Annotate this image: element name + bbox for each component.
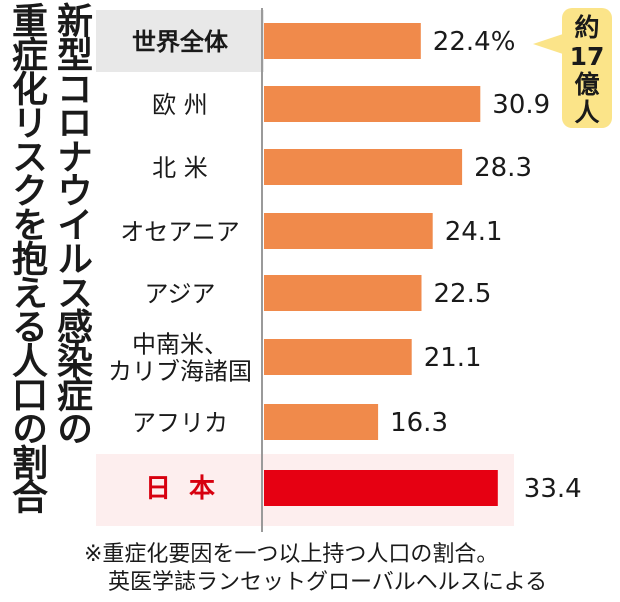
value-label-5: 21.1 (424, 343, 482, 373)
value-label-6: 16.3 (390, 408, 448, 438)
callout-box (562, 8, 612, 128)
callout-text-3: 億 (574, 70, 599, 99)
category-label-5: 中南米、カリブ海諸国 (108, 331, 252, 386)
bar-5 (264, 339, 412, 375)
callout-pointer (533, 34, 563, 54)
bar-2 (264, 149, 463, 185)
value-label-3: 24.1 (445, 217, 503, 247)
bar-7 (264, 470, 498, 506)
value-label-4: 22.5 (434, 279, 492, 309)
chart-title-line-1: 新型コロナウイルス感染症の (51, 2, 92, 444)
world-label-background (96, 10, 264, 72)
bar-1 (264, 86, 481, 122)
category-label-2: 北 米 (152, 154, 208, 182)
value-label-7: 33.4 (524, 474, 582, 504)
callout-text-2: 17 (570, 42, 605, 71)
callout-text-1: 約 (574, 13, 599, 42)
bar-0 (264, 23, 421, 59)
callout-text-4: 人 (574, 98, 599, 127)
category-label-1: 欧 州 (152, 91, 208, 119)
value-label-2: 28.3 (474, 153, 532, 183)
footnote-line-2: 英医学誌ランセットグローバルヘルスによる (108, 570, 547, 595)
value-label-0: 22.4% (433, 27, 516, 57)
category-label-6: アフリカ (132, 409, 228, 437)
bar-6 (264, 404, 379, 440)
bar-4 (264, 275, 422, 311)
footnote-line-1: ※重症化要因を一つ以上持つ人口の割合。 (84, 542, 498, 567)
callout: 約 17 億 人 (533, 8, 612, 128)
category-label-7: 日本 (145, 474, 233, 504)
chart-title-line-2: 重症化リスクを抱える人口の割合 (6, 2, 47, 512)
category-label-3: オセアニア (120, 218, 240, 246)
value-label-1: 30.9 (492, 90, 550, 120)
category-label-0: 世界全体 (132, 28, 229, 56)
bar-3 (264, 213, 433, 249)
category-label-4: アジア (144, 280, 215, 308)
